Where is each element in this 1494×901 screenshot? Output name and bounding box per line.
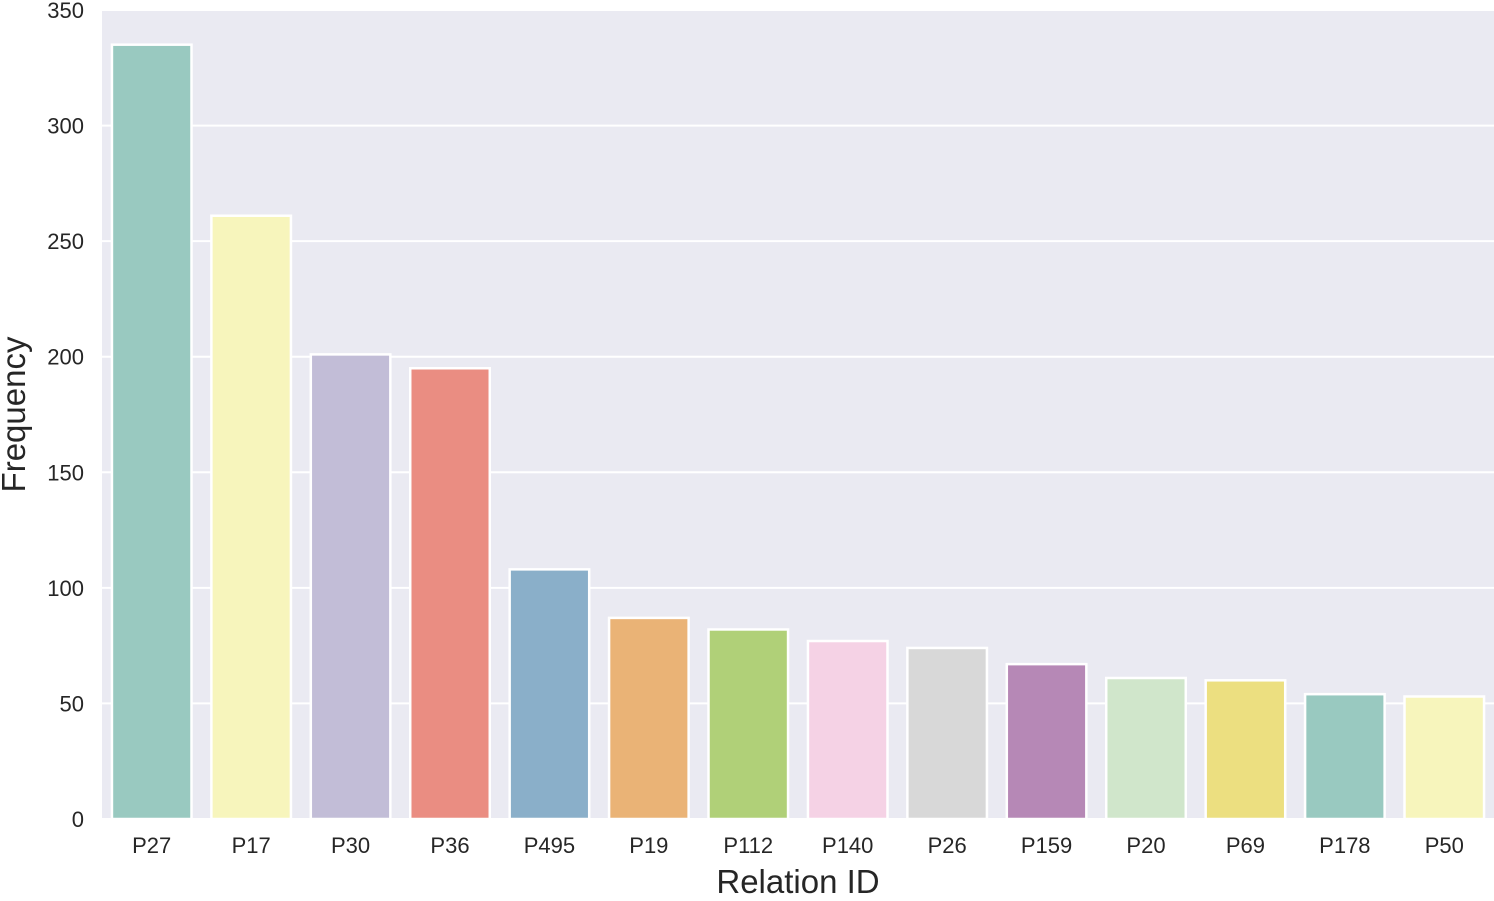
bar-p30 <box>309 353 392 821</box>
bars <box>110 43 1486 821</box>
bar-p495 <box>508 568 591 821</box>
x-tick-label: P26 <box>928 833 967 858</box>
bar-p19 <box>607 616 690 821</box>
x-tick-label: P27 <box>132 833 171 858</box>
bar-p26 <box>906 646 989 821</box>
y-axis-title: Frequency <box>0 336 32 492</box>
y-tick-label: 250 <box>47 229 84 254</box>
x-tick-label: P19 <box>629 833 668 858</box>
y-tick-label: 350 <box>47 0 84 23</box>
x-tick-label: P140 <box>822 833 873 858</box>
x-tick-labels: P27 P17 P30 P36 P495 P19 P112 P140 P26 P159 P20 P69… <box>132 833 1464 858</box>
x-axis-title: Relation ID <box>716 863 879 900</box>
bar-p20 <box>1104 676 1188 821</box>
x-tick-label: P36 <box>430 833 469 858</box>
bar-p17 <box>210 214 293 821</box>
x-tick-label: P495 <box>524 833 575 858</box>
y-tick-label: 150 <box>47 460 84 485</box>
bar-p50 <box>1403 695 1486 821</box>
y-tick-label: 50 <box>60 691 84 716</box>
bar-p27 <box>110 43 193 821</box>
x-tick-label: P20 <box>1126 833 1165 858</box>
x-tick-label: P112 <box>723 833 773 858</box>
bar-p159 <box>1005 662 1088 821</box>
bar-p112 <box>707 628 790 821</box>
y-tick-label: 300 <box>47 114 84 139</box>
x-tick-label: P17 <box>232 833 271 858</box>
x-tick-label: P69 <box>1226 833 1265 858</box>
bar-p140 <box>806 639 889 821</box>
y-tick-label: 100 <box>47 576 84 601</box>
y-tick-labels: 0 50 100 150 200 250 300 350 <box>47 0 84 832</box>
bar-p178 <box>1303 692 1386 821</box>
y-tick-label: 200 <box>47 345 84 370</box>
x-tick-label: P159 <box>1021 833 1072 858</box>
bar-p36 <box>408 367 492 821</box>
y-tick-label: 0 <box>72 807 84 832</box>
x-tick-label: P30 <box>331 833 370 858</box>
bar-p69 <box>1204 679 1287 821</box>
x-tick-label: P178 <box>1319 833 1370 858</box>
x-tick-label: P50 <box>1425 833 1464 858</box>
